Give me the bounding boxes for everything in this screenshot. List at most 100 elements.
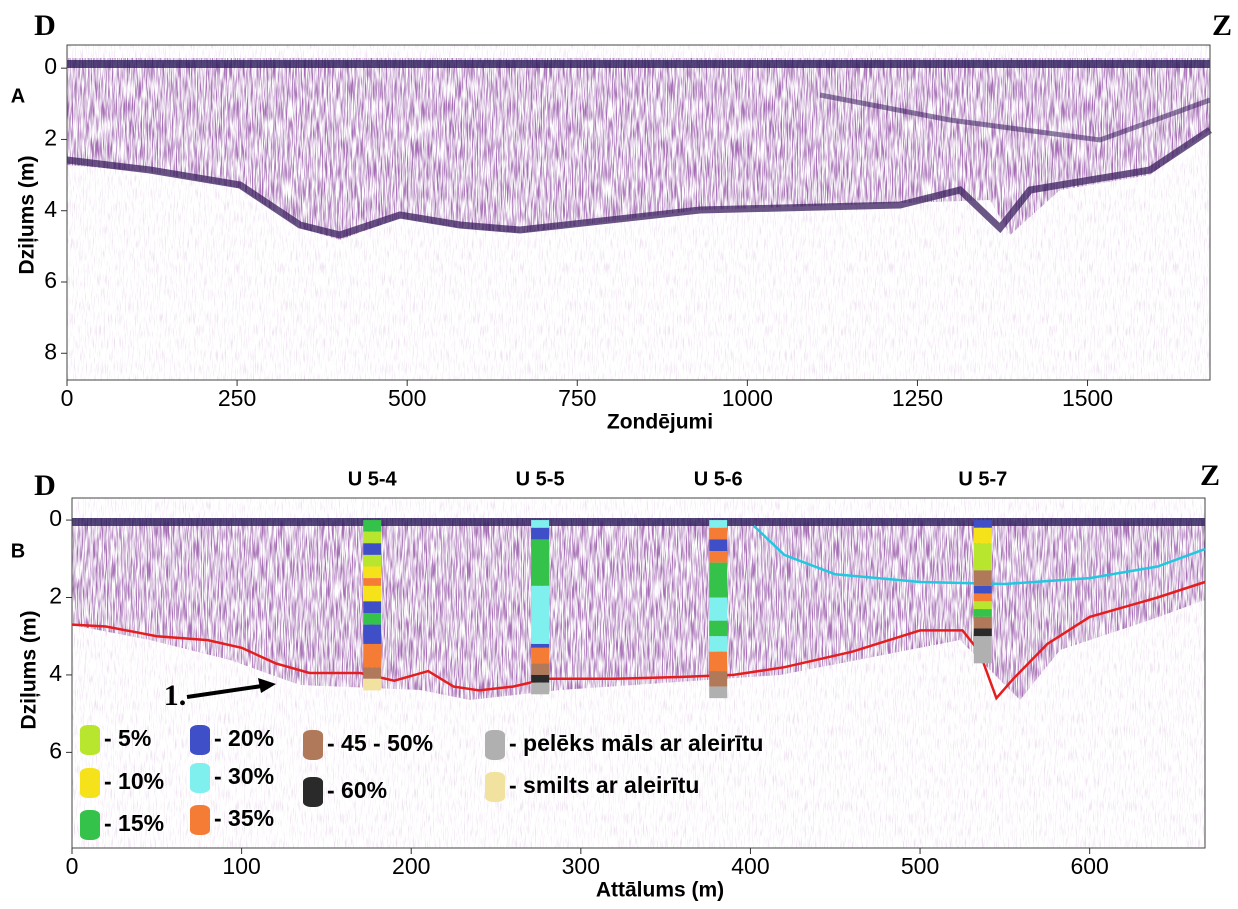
borehole-layer [973,520,992,528]
borehole-layer [709,539,728,552]
x-tick-label: 500 [388,385,426,411]
y-tick-label: 2 [49,583,62,609]
legend-swatch [485,730,505,760]
panel-label: A [11,85,25,107]
annotation: 1. [164,679,187,712]
legend-label: - pelēks māls ar aleirītu [509,730,763,756]
annotation-arrowhead [258,678,276,693]
x-tick-label: 0 [61,385,74,411]
borehole-layer [709,527,728,540]
borehole-layer [709,671,728,687]
x-tick-label: 500 [901,853,939,879]
x-tick-label: 1250 [892,385,943,411]
borehole-layer [973,616,992,629]
borehole-layer [709,551,728,563]
x-tick-label: 1000 [722,385,773,411]
legend-swatch [80,725,100,755]
x-tick-label: 250 [218,385,256,411]
legend-label: - 20% [214,725,274,751]
borehole-layer [531,539,550,586]
x-tick-label: 1500 [1062,385,1113,411]
borehole-layer [531,585,550,644]
borehole-layer [363,678,382,691]
y-tick-label: 0 [44,53,57,79]
borehole-layer [363,601,382,613]
plot-frame [66,44,1211,381]
borehole-layer [363,667,382,679]
reflector-line [752,524,1206,586]
borehole-label: U 5-6 [694,468,743,490]
borehole-layer [531,663,550,675]
y-tick-label: 8 [44,338,57,364]
corner-right: Z [1200,459,1220,492]
borehole-layer [973,585,992,594]
borehole-layer [363,585,382,602]
legend-swatch [80,810,100,840]
borehole-layer [531,527,550,540]
borehole-layer [709,620,728,637]
reflector-line [71,580,1206,701]
y-tick-label: 6 [44,267,57,293]
borehole-layer [709,520,728,528]
x-tick-label: 400 [731,853,769,879]
borehole-layer [973,636,992,664]
x-tick-label: 600 [1070,853,1108,879]
borehole-layer [363,612,382,625]
borehole-layer [709,597,728,621]
x-axis-title: Zondējumi [607,411,713,434]
borehole-layer [531,520,550,528]
borehole-layer [531,682,550,695]
legend-swatch [190,805,210,835]
borehole-layer [709,686,728,699]
corner-right: Z [1212,9,1232,42]
borehole-layer [973,593,992,602]
y-tick-label: 6 [49,737,62,763]
legend-swatch [485,772,505,802]
borehole-layer [531,647,550,664]
legend-swatch [80,768,100,798]
legend-label: - 5% [104,725,151,751]
borehole-layer [531,674,550,683]
borehole-layer [709,562,728,598]
x-axis-title: Attālums (m) [596,879,724,902]
corner-left: D [34,469,56,502]
borehole-layer [363,543,382,555]
legend-swatch [190,725,210,755]
borehole-layer [973,601,992,610]
corner-left: D [34,9,56,42]
borehole-layer [973,628,992,637]
legend-label: - 60% [327,777,387,803]
y-tick-label: 4 [44,196,57,222]
borehole-layer [363,531,382,544]
borehole-layer [973,609,992,617]
borehole-layer [363,578,382,586]
x-tick-label: 200 [392,853,430,879]
legend-swatch [190,763,210,793]
legend-label: - 45 - 50% [327,730,433,756]
y-tick-label: 2 [44,125,57,151]
x-tick-label: 0 [66,853,79,879]
borehole-layer [363,554,382,567]
legend-label: - smilts ar aleirītu [509,772,699,798]
radargram-a [66,45,1212,380]
borehole-layer [973,527,992,544]
panel-label: B [11,540,25,562]
borehole-layer [709,636,728,652]
borehole-layer [363,624,382,644]
plot-frame [71,497,1206,849]
annotation-arrow [186,684,263,699]
legend-label: - 35% [214,805,274,831]
borehole-layer [363,566,382,579]
radargram-b [72,498,1205,848]
borehole-layer [973,543,992,571]
borehole-layer [973,570,992,586]
borehole-label: U 5-7 [958,468,1007,490]
borehole-layer [363,643,382,668]
borehole-layer [709,651,728,672]
borehole-layer [531,643,550,648]
x-tick-label: 300 [562,853,600,879]
borehole-layer [363,520,382,532]
legend-swatch [303,777,323,807]
legend-label: - 10% [104,768,164,794]
